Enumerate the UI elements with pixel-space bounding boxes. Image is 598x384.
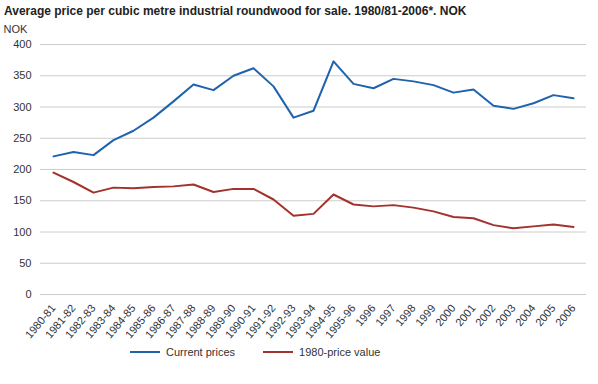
svg-text:300: 300 (13, 101, 31, 113)
svg-text:200: 200 (13, 163, 31, 175)
svg-text:1987-88: 1987-88 (162, 301, 198, 341)
svg-text:1998: 1998 (393, 302, 418, 328)
svg-text:350: 350 (13, 69, 31, 81)
svg-text:2006: 2006 (553, 302, 578, 328)
svg-text:2004: 2004 (513, 302, 538, 328)
svg-text:1999: 1999 (413, 302, 438, 328)
svg-text:NOK: NOK (4, 23, 29, 35)
html-text:1980-price value: 1980-price value (299, 346, 381, 358)
svg-text:1982-83: 1982-83 (62, 301, 98, 341)
svg-text:2001: 2001 (453, 302, 478, 328)
svg-text:1988-89: 1988-89 (182, 301, 218, 341)
svg-text:1980-81: 1980-81 (22, 301, 58, 341)
svg-text:1983-84: 1983-84 (82, 301, 118, 341)
svg-text:100: 100 (13, 226, 31, 238)
svg-text:50: 50 (19, 257, 31, 269)
svg-text:1986-87: 1986-87 (142, 301, 178, 341)
svg-text:1984-85: 1984-85 (102, 301, 138, 341)
svg-text:400: 400 (13, 38, 31, 50)
svg-text:1981-82: 1981-82 (42, 301, 78, 341)
svg-text:1989-90: 1989-90 (202, 301, 238, 341)
html-text:Current prices: Current prices (166, 346, 236, 358)
svg-text:1991-92: 1991-92 (242, 301, 278, 341)
svg-text:1985-86: 1985-86 (122, 301, 158, 341)
html-text:Average price per cubic metre: Average price per cubic metre industrial… (4, 4, 467, 18)
svg-text:1996: 1996 (353, 302, 378, 328)
svg-text:0: 0 (25, 288, 31, 300)
svg-text:2002: 2002 (473, 302, 498, 328)
svg-text:1993-94: 1993-94 (282, 301, 318, 341)
svg-text:1990-91: 1990-91 (222, 301, 258, 341)
svg-text:1994-95: 1994-95 (302, 301, 338, 341)
svg-text:2000: 2000 (433, 302, 458, 328)
svg-text:1992-93: 1992-93 (262, 301, 298, 341)
svg-text:2003: 2003 (493, 302, 518, 328)
svg-text:1995-96: 1995-96 (322, 301, 358, 341)
svg-text:1997: 1997 (373, 302, 398, 328)
svg-text:2005: 2005 (533, 302, 558, 328)
svg-text:150: 150 (13, 194, 31, 206)
svg-text:250: 250 (13, 132, 31, 144)
